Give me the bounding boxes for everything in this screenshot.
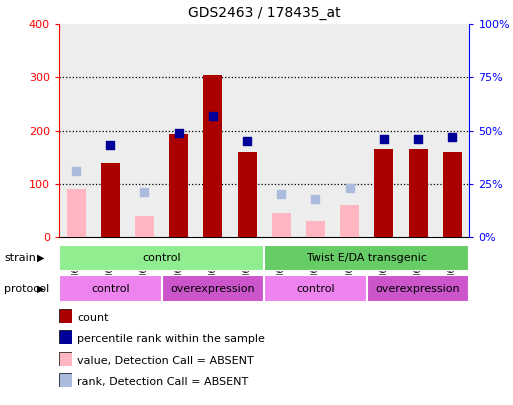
Title: GDS2463 / 178435_at: GDS2463 / 178435_at [188,6,341,21]
Bar [264,24,299,237]
Text: Twist E/DA transgenic: Twist E/DA transgenic [307,253,427,263]
Point [243,138,251,145]
Text: control: control [142,253,181,263]
Bar [272,213,291,237]
Point [380,136,388,143]
Bar [443,152,462,237]
Bar [59,275,162,302]
Bar [367,275,469,302]
Bar [306,221,325,237]
Bar [332,24,367,237]
Text: overexpression: overexpression [171,284,255,294]
Bar [230,24,264,237]
Text: strain: strain [4,253,36,263]
Bar [264,275,367,302]
Point [414,136,422,143]
Point [174,130,183,136]
Bar [162,24,196,237]
Point [277,191,285,198]
Bar [101,162,120,237]
Point [448,134,457,140]
Bar [196,24,230,237]
Bar [59,245,264,271]
Bar [435,24,469,237]
Point [141,189,149,196]
Text: percentile rank within the sample: percentile rank within the sample [77,335,265,344]
Bar [367,24,401,237]
Bar [67,189,86,237]
Text: value, Detection Call = ABSENT: value, Detection Call = ABSENT [77,356,254,366]
Text: count: count [77,313,108,323]
Point [106,142,114,149]
Bar [169,134,188,237]
Bar [264,245,469,271]
Bar [135,216,154,237]
Text: rank, Detection Call = ABSENT: rank, Detection Call = ABSENT [77,377,248,387]
Text: protocol: protocol [4,284,49,294]
Point [311,196,320,202]
Point [346,185,354,191]
Bar [340,205,359,237]
Point [209,113,217,119]
Bar [409,149,427,237]
Bar [59,24,93,237]
Bar [401,24,435,237]
Text: control: control [91,284,130,294]
Point [72,168,80,174]
Bar [162,275,264,302]
Bar [299,24,332,237]
Bar [93,24,127,237]
Text: ▶: ▶ [37,284,45,294]
Text: control: control [296,284,335,294]
Bar [238,152,256,237]
Bar [204,75,222,237]
Text: overexpression: overexpression [376,284,460,294]
Text: ▶: ▶ [37,253,45,263]
Bar [127,24,162,237]
Bar [374,149,393,237]
